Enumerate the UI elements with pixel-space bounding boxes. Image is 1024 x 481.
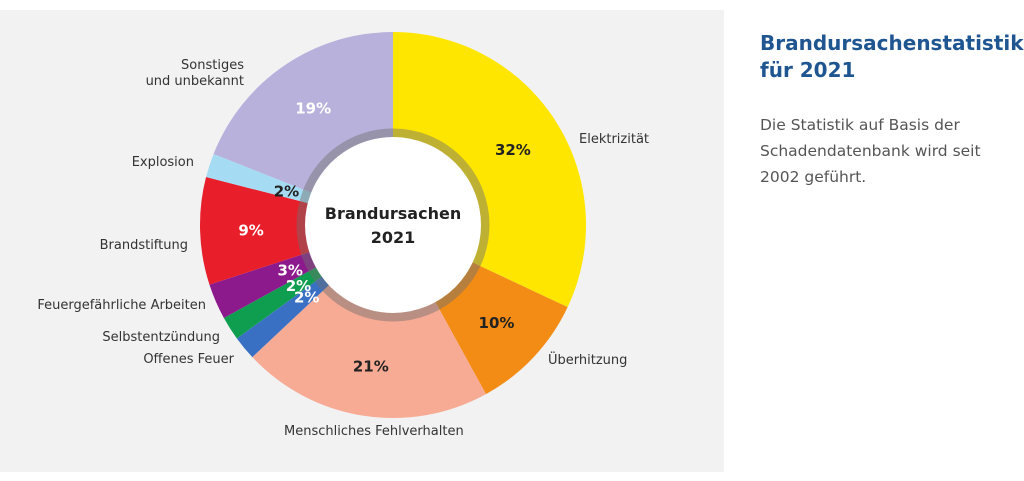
value-label-1: 10%	[479, 314, 515, 332]
slice-6	[200, 177, 393, 285]
chart-panel: Brandursachen 2021 32% 10% 21% 2% 2% 3% 9% 2% 19% …	[0, 10, 724, 472]
label-offenes-feuer: Offenes Feuer	[143, 352, 234, 367]
value-label-8: 19%	[295, 100, 331, 118]
value-label-4: 2%	[286, 277, 311, 295]
value-label-2: 21%	[353, 357, 389, 375]
label-selbstentzuendung: Selbstentzündung	[102, 330, 220, 345]
inner-ring	[296, 128, 490, 322]
label-elektrizitaet: Elektrizität	[579, 132, 650, 147]
page-title: Brandursachenstatistik für 2021	[760, 30, 1024, 84]
label-sonstiges: Sonstiges und unbekannt	[146, 58, 244, 90]
label-menschliches-fehlverhalten: Menschliches Fehlverhalten	[284, 424, 464, 439]
donut-hole	[305, 137, 481, 313]
description: Die Statistik auf Basis der Schadendaten…	[760, 116, 981, 186]
label-sonstiges-line2: und unbekannt	[145, 74, 244, 89]
center-label-2: 2021	[371, 228, 416, 247]
title-line2: für 2021	[760, 58, 856, 82]
value-label-0: 32%	[495, 141, 531, 159]
title-line1: Brandursachenstatistik	[760, 31, 1024, 55]
label-feuergefaehrliche-arbeiten: Feuergefährliche Arbeiten	[37, 298, 206, 313]
value-label-7: 2%	[274, 182, 299, 200]
value-label-6: 9%	[238, 221, 263, 239]
center-label-1: Brandursachen	[325, 204, 461, 223]
label-explosion: Explosion	[131, 155, 194, 170]
slice-2	[252, 225, 486, 418]
label-sonstiges-line1: Sonstiges	[181, 58, 244, 73]
label-ueberhitzung: Überhitzung	[548, 353, 628, 368]
label-brandstiftung: Brandstiftung	[99, 238, 188, 253]
value-label-5: 3%	[277, 261, 302, 279]
value-label-3: 2%	[294, 288, 319, 306]
